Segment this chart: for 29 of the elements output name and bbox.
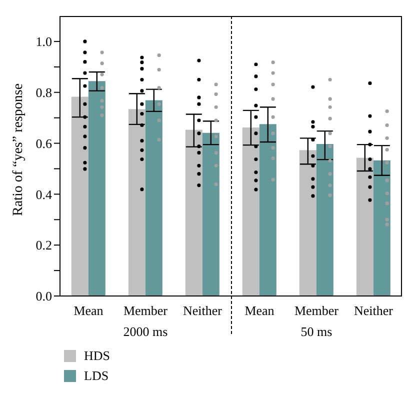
y-tick-label: 0.4: [36, 186, 52, 202]
x-tick-label: Member: [123, 303, 168, 318]
x-tick-label: Mean: [244, 303, 275, 318]
bar: [242, 127, 260, 296]
y-tick-label: 0.8: [36, 84, 52, 100]
bar: [88, 81, 106, 296]
bar: [356, 158, 374, 296]
bar: [202, 132, 220, 296]
y-tick-label: 0.2: [36, 238, 52, 253]
bar: [185, 130, 202, 296]
x-axis-title: 2000 ms: [123, 324, 168, 339]
x-axis-title: 50 ms: [300, 324, 332, 339]
legend-label: HDS: [84, 348, 110, 364]
x-tick-label: Mean: [74, 303, 104, 318]
bar: [316, 144, 334, 296]
y-tick-label: 1.0: [36, 34, 52, 50]
bar: [145, 100, 162, 296]
x-tick-label: Member: [294, 303, 340, 318]
bar: [259, 124, 276, 296]
y-axis-title: Ratio of “yes” response: [10, 83, 26, 216]
legend-label: LDS: [84, 368, 109, 384]
bar: [299, 150, 316, 296]
x-tick-label: Neither: [354, 303, 394, 318]
y-tick-label: 0.6: [36, 136, 52, 151]
bar: [128, 109, 146, 296]
bar: [373, 160, 390, 296]
bar: [71, 96, 88, 296]
x-tick-label: Neither: [183, 303, 223, 318]
y-tick-label: 0.0: [36, 288, 52, 304]
